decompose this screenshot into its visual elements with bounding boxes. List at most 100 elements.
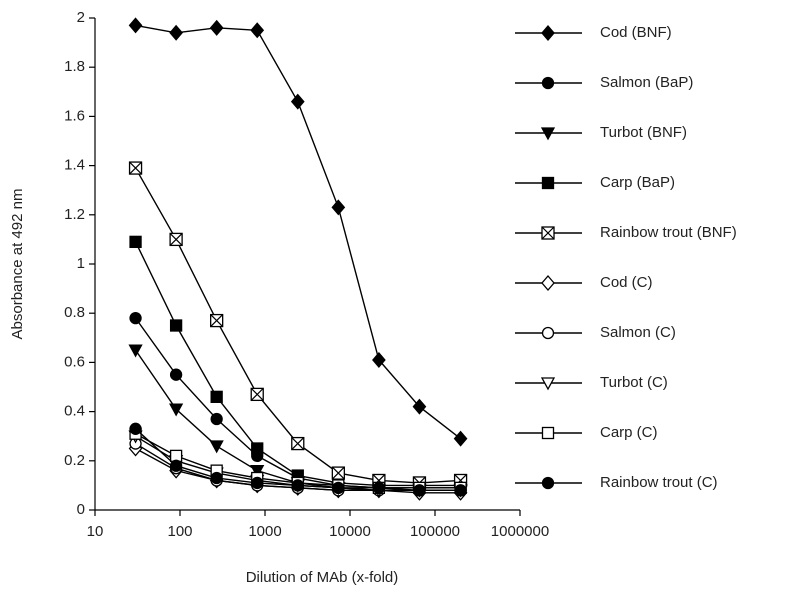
marker-shape xyxy=(540,377,556,391)
marker-shape xyxy=(210,390,223,403)
marker-shape xyxy=(540,127,556,141)
marker-cross xyxy=(291,437,305,451)
x-tick-label: 1000000 xyxy=(491,523,549,540)
marker xyxy=(251,476,264,490)
marker xyxy=(169,368,183,381)
y-tick-label: 1.8 xyxy=(64,58,85,75)
marker xyxy=(540,377,556,391)
marker-shape xyxy=(129,311,142,325)
marker-shape xyxy=(251,442,264,455)
marker xyxy=(251,442,264,455)
marker xyxy=(169,459,183,472)
marker-shape xyxy=(372,481,386,495)
y-tick-label: 1.2 xyxy=(64,206,85,223)
legend-label: Carp (BaP) xyxy=(600,174,675,191)
marker xyxy=(210,412,223,426)
marker xyxy=(541,476,555,490)
marker-shape xyxy=(128,344,143,358)
y-tick-label: 2 xyxy=(77,9,85,26)
legend-label: Salmon (BaP) xyxy=(600,74,693,91)
marker-shape xyxy=(412,398,427,415)
y-tick-label: 1 xyxy=(77,255,85,272)
marker xyxy=(129,422,142,435)
marker-shape xyxy=(169,403,184,417)
marker-shape xyxy=(541,176,555,190)
marker-shape xyxy=(210,412,223,426)
marker xyxy=(169,319,183,332)
marker xyxy=(541,426,555,440)
marker xyxy=(291,436,305,451)
marker-cross xyxy=(331,466,345,480)
marker-shape xyxy=(209,440,224,454)
marker-cross xyxy=(129,161,142,175)
marker xyxy=(453,430,468,447)
marker-shape xyxy=(169,368,183,381)
marker xyxy=(169,403,184,417)
marker-shape xyxy=(129,422,142,435)
marker xyxy=(541,226,555,240)
x-tick-label: 100000 xyxy=(410,523,460,540)
legend-label: Rainbow trout (BNF) xyxy=(600,224,737,241)
marker xyxy=(541,76,555,90)
marker xyxy=(169,232,183,247)
marker xyxy=(290,93,305,110)
marker-shape xyxy=(250,22,265,39)
marker-shape xyxy=(413,484,426,497)
legend-label: Turbot (C) xyxy=(600,374,668,391)
marker-shape xyxy=(454,484,467,497)
legend-label: Rainbow trout (C) xyxy=(600,474,718,491)
legend-label: Salmon (C) xyxy=(600,324,676,341)
y-tick-label: 0 xyxy=(77,501,85,518)
marker xyxy=(454,484,467,497)
y-axis-label: Absorbance at 492 nm xyxy=(9,189,26,340)
marker-cross xyxy=(210,314,224,328)
marker xyxy=(541,176,555,190)
marker-shape xyxy=(541,25,555,41)
marker-shape xyxy=(541,426,555,440)
marker-shape xyxy=(128,17,143,34)
marker xyxy=(128,17,143,34)
marker xyxy=(331,199,346,216)
marker xyxy=(372,351,386,368)
marker xyxy=(541,275,555,291)
marker-shape xyxy=(541,275,555,291)
marker xyxy=(332,481,345,495)
marker xyxy=(291,479,304,492)
legend-label: Cod (BNF) xyxy=(600,24,672,41)
marker xyxy=(250,22,265,39)
marker-shape xyxy=(541,476,555,490)
marker xyxy=(250,464,265,478)
marker-shape xyxy=(169,459,183,472)
marker xyxy=(540,127,556,141)
marker xyxy=(413,484,426,497)
marker-shape xyxy=(129,235,142,249)
marker-shape xyxy=(251,476,264,490)
marker xyxy=(129,311,142,325)
x-tick-label: 10 xyxy=(87,523,104,540)
marker-shape xyxy=(169,24,183,41)
marker xyxy=(128,161,143,175)
legend-label: Turbot (BNF) xyxy=(600,124,687,141)
x-axis-label: Dilution of MAb (x-fold) xyxy=(246,569,399,586)
legend-label: Carp (C) xyxy=(600,424,658,441)
marker xyxy=(210,313,224,328)
marker xyxy=(541,326,555,340)
marker-shape xyxy=(331,199,346,216)
marker-shape xyxy=(209,19,224,36)
marker-shape xyxy=(250,464,265,478)
marker-shape xyxy=(210,471,223,485)
marker xyxy=(210,471,223,485)
marker-shape xyxy=(332,481,345,495)
marker xyxy=(209,440,224,454)
y-tick-label: 0.2 xyxy=(64,452,85,469)
marker-shape xyxy=(372,351,386,368)
marker-shape xyxy=(541,76,555,90)
marker xyxy=(209,19,224,36)
marker-shape xyxy=(453,430,468,447)
marker xyxy=(128,344,143,358)
marker-shape xyxy=(291,479,304,492)
marker xyxy=(250,387,264,402)
